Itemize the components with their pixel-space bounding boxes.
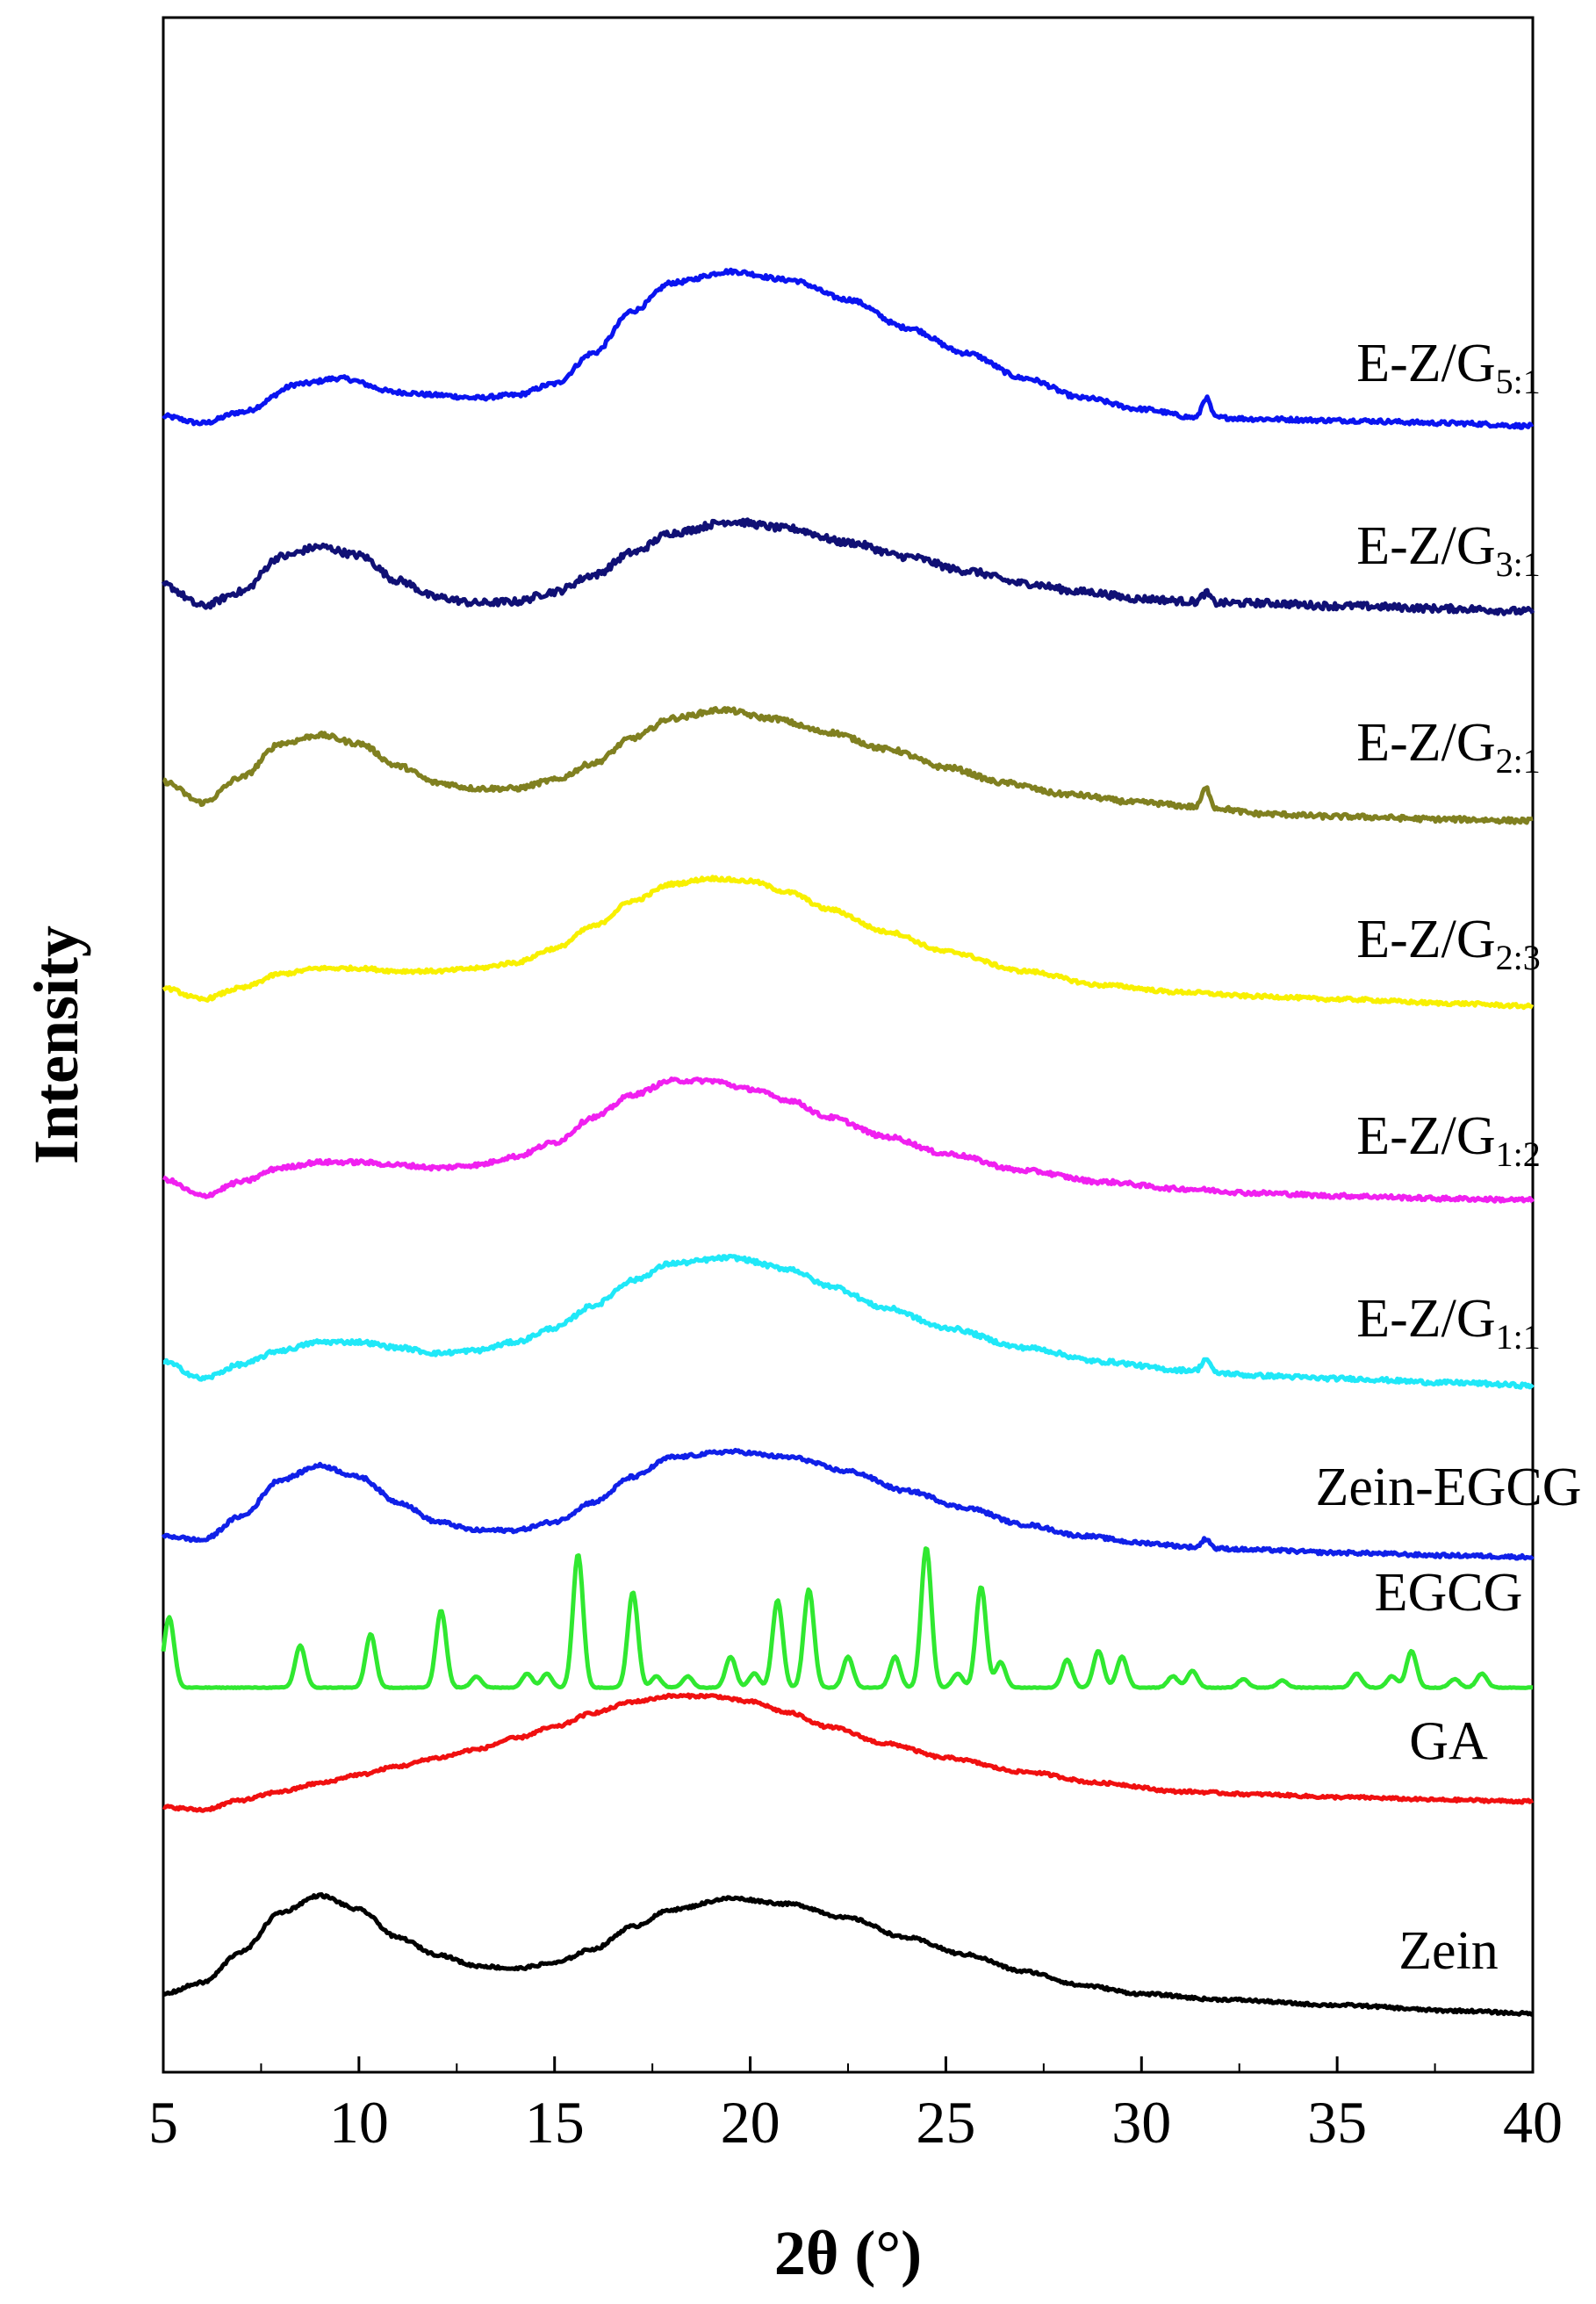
series-label: E-Z/G2:3 (1356, 910, 1541, 977)
series-label: E-Z/G3:1 (1356, 516, 1541, 584)
x-axis-ticks: 5 10 15 20 25 30 35 40 (148, 2056, 1563, 2156)
series-line (162, 1076, 1535, 1204)
plot-frame (162, 16, 1535, 2074)
series-label: Zein (1398, 1921, 1499, 1981)
series-line (162, 875, 1535, 1011)
series-label-subscript: 2:1 (1496, 741, 1541, 781)
series-label: GA (1409, 1712, 1488, 1772)
series-label: E-Z/G2:1 (1356, 713, 1541, 781)
series-label: EGCG (1375, 1563, 1523, 1623)
series-line (162, 1892, 1534, 2018)
x-tick-label: 15 (525, 2089, 585, 2156)
y-axis-label: Intensity (21, 925, 91, 1164)
series-label-subscript: 5:1 (1496, 362, 1541, 401)
series-line (162, 267, 1535, 430)
series-line (162, 1692, 1535, 1813)
series-labels: E-Z/G5:1 E-Z/G3:1 E-Z/G2:1 E-Z/G2:3 E-Z/G1:2… (1315, 334, 1581, 1981)
x-axis-label: 2θ (°) (774, 2218, 922, 2288)
series-label: E-Z/G5:1 (1356, 334, 1541, 401)
series-line (161, 1447, 1535, 1561)
series-line (161, 1546, 1534, 1690)
series-label: E-Z/G1:2 (1356, 1106, 1541, 1174)
x-tick-label: 25 (916, 2089, 975, 2156)
x-tick-label: 20 (721, 2089, 780, 2156)
series-line (161, 517, 1535, 616)
series-group (161, 267, 1535, 2018)
series-line (162, 1253, 1535, 1390)
x-tick-label: 40 (1503, 2089, 1563, 2156)
x-tick-label: 5 (148, 2089, 178, 2156)
series-label-subscript: 1:1 (1496, 1317, 1541, 1357)
series-line (162, 706, 1534, 825)
x-tick-label: 30 (1111, 2089, 1171, 2156)
series-label-subscript: 3:1 (1496, 544, 1541, 584)
series-label-subscript: 1:2 (1496, 1134, 1541, 1174)
series-label: E-Z/G1:1 (1356, 1289, 1541, 1357)
x-tick-label: 35 (1307, 2089, 1367, 2156)
series-label: Zein-EGCG (1315, 1458, 1581, 1517)
x-tick-label: 10 (329, 2089, 389, 2156)
series-label-subscript: 2:3 (1496, 938, 1541, 977)
